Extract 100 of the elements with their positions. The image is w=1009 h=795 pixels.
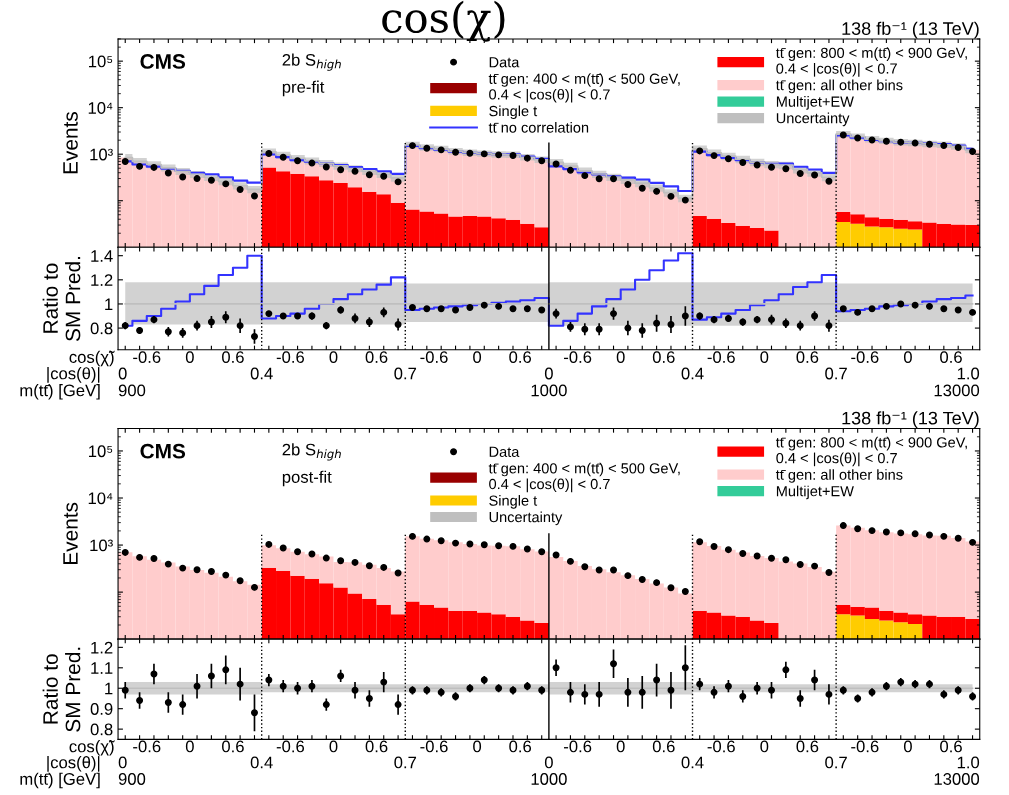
annotation: 2b S$_{high}$ [282,443,341,461]
text: 0.7 [825,756,847,769]
text: 0.6 [652,740,675,753]
text: -0.6 [133,740,161,753]
text: 0.7 [394,367,417,380]
y-axis-title: Events [63,112,78,174]
legend-label: Uncertainty [489,511,563,526]
chart-title: 138 fb⁻¹ (13 TeV) [842,411,979,429]
legend-label: tt̄ gen: all other bins [775,79,903,94]
y-tick-label: 0.8 [90,723,113,736]
annotation: post-fit [282,470,332,487]
y-tick-label: 10⁵ [89,445,113,458]
legend-label: tt̄ gen: 400 < m(tt̄) < 500 GeV, 0.4 < |cos(θ)| < 0.7 [488,73,680,103]
text: 0.6 [222,740,244,753]
y-tick-label: 0.9 [90,703,113,715]
x-axis-title: cos(χ̃) [69,740,115,756]
text: 13000 [934,773,980,785]
text: 0.4 [250,756,273,769]
text: |cos(θ)| [47,756,100,772]
y-axis-title: Ratio to SM Pred. [42,647,81,732]
text: -0.6 [276,351,305,363]
y-tick-label: 10⁵ [89,55,113,68]
text: 900 [118,773,146,785]
text: 0.7 [394,756,417,769]
text: 1000 [531,384,567,397]
legend-label: tt̄ no correlation [488,121,589,133]
legend-label: tt̄ gen: all other bins [775,469,903,483]
text: 0.6 [222,351,244,363]
text: 0.6 [796,740,819,753]
legend-label: Data [489,446,520,457]
text: 0 [473,740,482,753]
annotation: cos(χ) [382,0,505,42]
text: 0 [329,351,338,363]
y-axis-title: Events [63,502,78,564]
y-tick-label: 0.8 [90,322,113,335]
text: 0.6 [365,740,388,753]
annotation: CMS [140,443,186,459]
text: 0.6 [940,351,962,363]
text: 0 [118,756,127,769]
annotation: pre-fit [282,80,325,97]
text: 13000 [934,384,980,397]
text: 900 [118,384,146,397]
text: 0 [903,740,912,753]
text: -0.6 [564,351,592,363]
y-tick-label: 10³ [90,148,113,161]
text: |cos(θ)| [47,367,100,383]
text: 0.7 [825,367,847,380]
legend-label: tt̄ gen: 400 < m(tt̄) < 500 GeV, 0.4 < |cos(θ)| < 0.7 [488,462,680,493]
text: 0 [903,351,912,363]
text: -0.6 [707,740,735,753]
text: -0.6 [707,351,735,363]
text: -0.6 [420,351,448,363]
text: 1.0 [957,367,980,380]
text: 0 [185,351,194,363]
y-tick-label: 1 [105,682,113,695]
text: -0.6 [276,740,305,753]
text: 0.4 [681,367,704,380]
annotation: 2b S$_{high}$ [282,53,341,71]
text: 0.4 [681,756,704,769]
text: -0.6 [420,740,448,753]
text: 0.4 [250,367,273,380]
text: -0.6 [564,740,592,753]
text: 0.6 [365,351,388,363]
text: -0.6 [133,351,161,363]
text: 0 [760,740,769,753]
text: 1000 [531,773,567,785]
y-tick-label: 1.2 [91,641,113,654]
legend-label: Multijet+EW [776,96,854,110]
y-tick-label: 10⁴ [88,492,113,505]
text: 0.6 [940,740,962,753]
text: 0.6 [796,351,819,363]
y-tick-label: 1.2 [91,274,113,286]
y-tick-label: 1.4 [91,250,113,262]
text: 0 [616,740,625,753]
text: 0 [185,740,194,753]
text: 0 [329,740,338,753]
y-tick-label: 1 [105,298,113,310]
text: 0 [118,367,127,380]
text: 0 [544,367,553,380]
text: 0 [760,351,769,363]
annotation: CMS [140,54,186,69]
text: 0.6 [509,740,532,753]
text: 1.0 [957,756,980,769]
y-tick-label: 10⁴ [88,102,113,114]
y-axis-title: Ratio to SM Pred. [42,257,81,341]
text: m(tt̄) [GeV] [20,384,100,400]
legend-label: Single t [489,105,538,120]
text: 0.6 [509,351,532,363]
y-tick-label: 10³ [90,539,113,552]
text: 0 [473,351,482,363]
legend-label: Uncertainty [776,112,850,127]
y-tick-label: 1.1 [91,662,113,674]
text: -0.6 [851,351,879,363]
chart-title: 138 fb⁻¹ (13 TeV) [842,21,979,39]
legend-label: Data [489,57,520,68]
text: m(tt̄) [GeV] [20,772,100,789]
x-axis-title: cos(χ̃) [69,350,115,367]
text: 0 [544,756,553,769]
legend-label: Single t [489,495,538,509]
text: -0.6 [851,740,879,753]
